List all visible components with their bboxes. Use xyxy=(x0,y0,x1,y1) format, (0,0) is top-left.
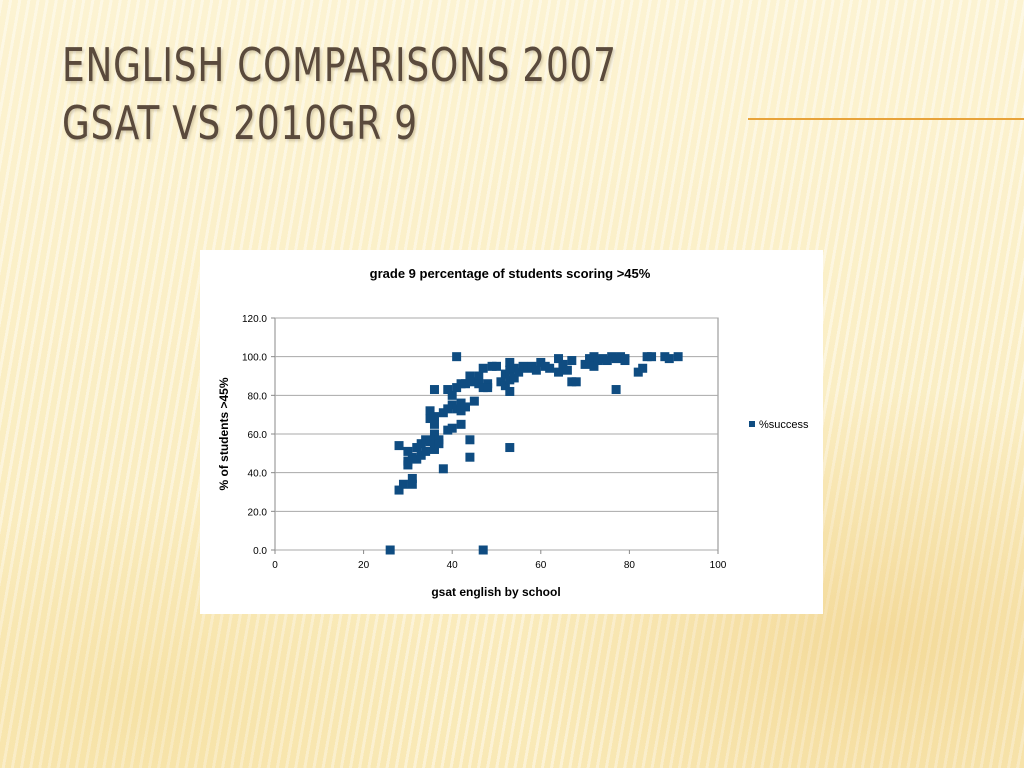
y-tick-label: 100.0 xyxy=(242,353,267,364)
data-point xyxy=(492,361,501,371)
data-point xyxy=(421,446,431,456)
data-point xyxy=(434,439,444,449)
y-tick-label: 60.0 xyxy=(248,430,268,441)
y-tick-label: 120.0 xyxy=(242,314,267,325)
x-axis-ticks: 0 20 40 60 80 100 xyxy=(272,550,727,571)
x-axis-title: gsat english by school xyxy=(431,585,560,599)
data-point xyxy=(429,412,439,422)
x-tick-label: 80 xyxy=(624,560,636,571)
legend-label: %success xyxy=(759,419,809,431)
data-point xyxy=(571,377,581,387)
data-point xyxy=(589,361,599,371)
y-tick-label: 80.0 xyxy=(248,391,268,402)
data-point xyxy=(425,437,435,447)
data-point xyxy=(474,371,484,381)
data-point xyxy=(460,379,470,389)
data-point xyxy=(394,441,404,451)
slide-title-line-1: English Comparisons 2007 xyxy=(62,38,617,92)
data-point xyxy=(429,385,439,395)
data-point xyxy=(465,452,475,462)
data-point xyxy=(407,473,417,483)
data-point xyxy=(403,446,413,456)
data-point xyxy=(505,443,515,453)
legend-marker xyxy=(749,421,755,427)
y-axis-title: % of students >45% xyxy=(217,377,231,490)
data-point xyxy=(673,352,683,362)
data-point xyxy=(443,385,453,395)
data-point xyxy=(567,356,577,366)
data-point xyxy=(620,354,630,364)
data-point xyxy=(554,354,564,364)
chart-title: grade 9 percentage of students scoring >… xyxy=(370,266,651,281)
data-point xyxy=(531,365,541,375)
data-point xyxy=(483,383,493,393)
data-point xyxy=(398,479,408,489)
slide-title-line-2: GSAT vs 2010Gr 9 xyxy=(62,96,418,150)
data-point xyxy=(394,485,404,495)
data-point xyxy=(478,363,488,373)
data-point xyxy=(460,402,470,412)
title-accent-rule xyxy=(748,118,1024,120)
data-point xyxy=(554,367,564,377)
data-point xyxy=(465,435,475,445)
data-point xyxy=(478,545,488,555)
y-tick-label: 0.0 xyxy=(253,546,267,557)
data-point xyxy=(509,373,519,383)
data-point xyxy=(505,386,515,396)
data-point xyxy=(545,363,555,373)
data-point xyxy=(447,423,457,433)
data-point xyxy=(452,352,462,362)
data-point xyxy=(465,371,475,381)
x-tick-label: 100 xyxy=(710,560,727,571)
data-point xyxy=(562,365,572,375)
y-tick-label: 40.0 xyxy=(248,469,268,480)
data-point xyxy=(403,460,413,470)
data-point xyxy=(429,444,439,454)
data-point xyxy=(425,406,435,416)
data-point xyxy=(469,396,479,406)
chart-panel: grade 9 percentage of students scoring >… xyxy=(200,250,823,614)
data-point xyxy=(429,429,439,439)
data-point xyxy=(429,419,439,429)
data-points xyxy=(385,352,683,555)
data-point xyxy=(647,352,657,362)
data-point xyxy=(580,359,590,369)
data-point xyxy=(447,390,457,400)
data-point xyxy=(407,479,417,489)
data-point xyxy=(638,363,648,373)
x-tick-label: 40 xyxy=(447,560,459,571)
slide-title: English Comparisons 2007 GSAT vs 2010Gr … xyxy=(62,36,617,152)
x-tick-label: 60 xyxy=(535,560,547,571)
scatter-chart: grade 9 percentage of students scoring >… xyxy=(217,266,809,599)
data-point xyxy=(505,357,515,367)
y-axis-ticks: 0.0 20.0 40.0 60.0 80.0 100.0 120.0 xyxy=(242,314,275,557)
data-point xyxy=(514,367,524,377)
x-tick-label: 0 xyxy=(272,560,278,571)
legend: %success xyxy=(749,419,809,431)
data-point xyxy=(558,359,568,369)
x-tick-label: 20 xyxy=(358,560,370,571)
data-point xyxy=(438,464,448,474)
data-point xyxy=(500,381,510,391)
data-point xyxy=(664,354,674,364)
data-point xyxy=(611,385,621,395)
y-tick-label: 20.0 xyxy=(248,507,268,518)
data-point xyxy=(385,545,395,555)
data-point xyxy=(456,419,466,429)
